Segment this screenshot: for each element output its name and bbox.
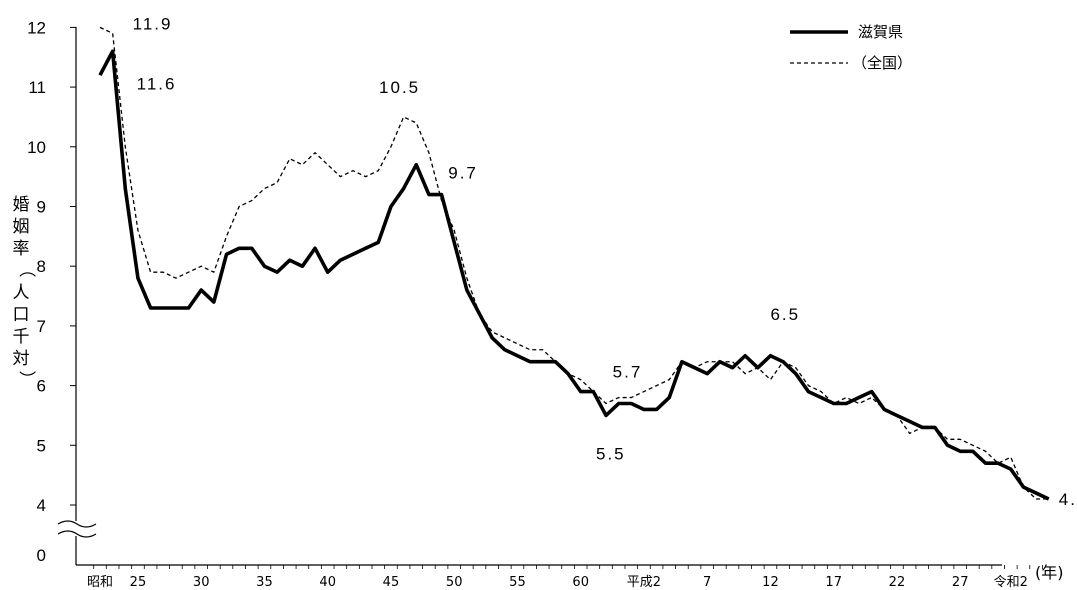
x-tick-label: 12 [762, 575, 779, 590]
y-axis-label-char: 人 [13, 283, 30, 303]
y-tick-label: 11 [28, 78, 46, 97]
y-axis-label-char: 姻 [13, 217, 30, 237]
axes [57, 27, 1002, 566]
y-axis-label-char: （ [16, 261, 36, 278]
x-tick-label: 35 [256, 575, 273, 590]
axis-break-lower [57, 530, 97, 538]
legend-label-shiga: 滋賀県 [858, 23, 903, 41]
x-tick-label: 7 [703, 575, 711, 590]
y-axis-label-char: 千 [13, 327, 30, 347]
y-axis-label-char: 対 [13, 349, 30, 369]
y-axis-label-char: 口 [13, 305, 30, 325]
series-lines [98, 26, 1050, 501]
series-line-shiga [98, 49, 1050, 501]
data-labels: 11.9 11.6 10.5 9.7 5.7 5.5 6.5 4.1 [133, 14, 1077, 509]
y-tick-labels: 0 4 5 6 7 8 9 10 11 12 [27, 18, 76, 565]
y-tick-label: 7 [37, 317, 46, 336]
x-tick-label: 30 [193, 575, 210, 590]
axis-break-upper [57, 520, 97, 528]
x-axis-unit-label: (年) [1035, 563, 1064, 582]
y-axis-label-char: 婚 [13, 195, 30, 215]
x-tick-label: 27 [952, 575, 969, 590]
data-label: 5.5 [596, 444, 626, 463]
x-tick-label: 17 [825, 575, 842, 590]
y-tick-label: 5 [37, 436, 46, 455]
y-tick-label: 12 [27, 18, 46, 37]
x-tick-label: 55 [509, 575, 526, 590]
y-axis-label-char: ） [16, 371, 36, 388]
series-line-national [99, 26, 1049, 500]
data-label: 9.7 [448, 164, 478, 183]
y-tick-label: 0 [37, 546, 46, 565]
data-label: 11.9 [133, 14, 173, 33]
y-tick-label: 6 [37, 377, 46, 396]
x-tick-label: 40 [319, 575, 336, 590]
x-tick-labels: 昭和 25 30 35 40 45 50 55 60 平成2 7 12 17 22 27 令和2 [87, 565, 1043, 590]
x-tick-label: 60 [572, 575, 589, 590]
y-axis-label-char: 率 [13, 239, 30, 259]
x-tick-label: 50 [446, 575, 463, 590]
data-label: 11.6 [137, 74, 177, 93]
data-label: 10.5 [379, 78, 420, 97]
legend-label-national: （全国） [852, 54, 912, 72]
data-label: 5.7 [613, 363, 643, 382]
y-tick-label: 8 [37, 257, 46, 276]
x-tick-label: 25 [130, 575, 147, 590]
x-tick-label: 平成2 [627, 575, 661, 590]
x-tick-label: 令和2 [994, 575, 1028, 590]
x-tick-label: 45 [383, 575, 400, 590]
y-tick-label: 4 [37, 496, 46, 515]
y-tick-label: 10 [27, 138, 46, 157]
data-label: 6.5 [770, 305, 800, 324]
legend: 滋賀県 （全国） [790, 23, 912, 72]
x-tick-label: 昭和 [87, 575, 113, 590]
x-tick-label: 22 [889, 575, 906, 590]
y-tick-label: 9 [37, 198, 46, 217]
data-label: 4.1 [1059, 490, 1077, 509]
axis-break-mask [58, 521, 96, 536]
